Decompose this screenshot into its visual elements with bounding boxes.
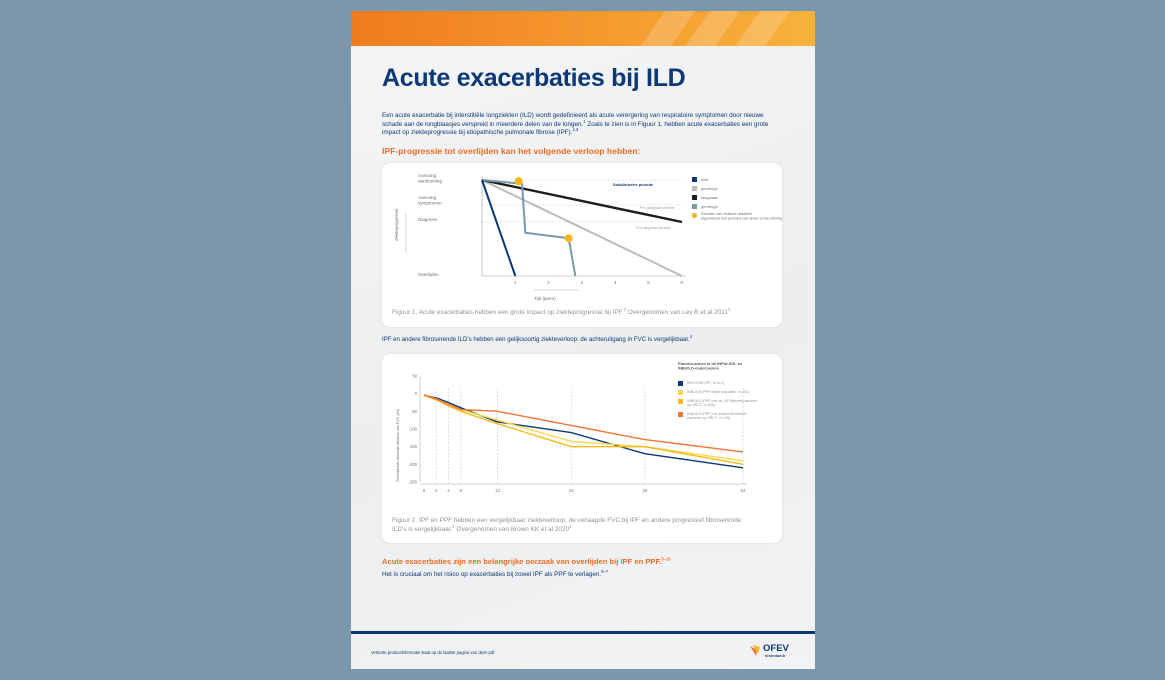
exacerbation-marker	[514, 177, 523, 186]
legend-swatch	[692, 195, 697, 200]
y-stage-label: Overlijden	[418, 272, 439, 277]
y-tick-label: -200	[409, 462, 418, 467]
closing-text: Het is cruciaal om het risico op exacerb…	[382, 568, 609, 578]
x-tick-label: 5	[647, 280, 650, 285]
series-line-langzaam	[481, 178, 683, 224]
legend-label: gemengd	[701, 204, 718, 209]
document-page: Acute exacerbaties bij ILD Een acute exa…	[351, 11, 815, 669]
legend-swatch	[692, 186, 697, 191]
header-band	[351, 11, 815, 46]
legend-swatch	[678, 412, 683, 417]
y-tick-label: 0	[415, 391, 418, 396]
legend-label: gemengd	[701, 186, 718, 191]
y-tick-label: -100	[409, 427, 418, 432]
x-tick-label: 12	[495, 488, 500, 493]
period-label-prediagnosis: Pre-diagnose periode	[640, 206, 674, 210]
x-tick-label: 2	[435, 488, 438, 493]
x-tick-label: 6	[681, 280, 684, 285]
x-tick-label: 24	[569, 488, 574, 493]
y-tick-label: -50	[411, 409, 418, 414]
figure-2-caption: Figuur 2. IPF en PPF hebben een vergelij…	[392, 517, 742, 533]
legend-swatch	[692, 204, 697, 209]
ofev-logo: OFEV nintedanib	[749, 642, 791, 662]
series-line	[423, 394, 744, 466]
series-line	[423, 394, 744, 453]
exacerbation-marker	[564, 234, 573, 243]
y-axis-label: Gemiddelde absolute afname van FVC (ml)	[396, 408, 400, 482]
figure-1-chart: AanvangaandoeningAanvangsymptomenDiagnos…	[394, 173, 782, 301]
series-line-gemengd	[481, 179, 577, 277]
legend-swatch	[692, 177, 697, 182]
legend-label: INBUILD (PPF totale populatie, n=331)	[687, 390, 749, 394]
legend-label: langzaam	[701, 195, 719, 200]
x-tick-label: 6	[460, 488, 463, 493]
section-heading-mortality: Acute exacerbaties zijn een belangrijke …	[382, 556, 671, 566]
y-tick-label: -250	[409, 480, 418, 485]
y-stage-label: Aanvang	[418, 173, 437, 178]
series-line-gemengd	[481, 179, 683, 277]
y-axis-label: Ziekteprogressie	[394, 208, 399, 241]
figure-1-caption: Figuur 1. Acute exacerbaties hebben een …	[392, 306, 731, 316]
legend-label: snel	[701, 177, 708, 182]
x-tick-label: 0	[423, 488, 426, 493]
logo-mark-icon	[750, 645, 760, 656]
x-tick-label: 36	[642, 488, 647, 493]
footer-divider	[351, 631, 815, 634]
section-heading-progression: IPF-progressie tot overlijden kan het vo…	[382, 146, 641, 156]
figure-1-card: Aanvang aandoening Aanvang symptomen Diagnos…	[382, 163, 782, 327]
x-tick-label: 4	[614, 280, 617, 285]
legend-swatch	[691, 212, 698, 219]
x-tick-label: 2	[547, 280, 550, 285]
section-heading-fvc: IPF en andere fibroserende ILD’s hebben …	[382, 333, 693, 343]
x-tick-label: 4	[447, 488, 450, 493]
logo-subtext: nintedanib	[765, 654, 786, 658]
y-stage-label: symptomen	[418, 201, 442, 206]
period-label-prediagnosis: Pre-diagnose periode	[636, 226, 670, 230]
series-line-snel	[481, 179, 517, 277]
y-stage-label: aandoening	[418, 179, 442, 184]
x-tick-label: 52	[741, 488, 746, 493]
y-stage-label: Aanvang	[418, 195, 437, 200]
legend-label: INPULSIS (IPF, n=417)	[687, 381, 724, 385]
legend-title: Placebo-armen in de INPULSIS- en INBUILD-…	[678, 361, 743, 371]
page-title: Acute exacerbaties bij ILD	[382, 64, 686, 92]
intro-paragraph: Een acute exacerbatie bij interstitiële …	[382, 112, 769, 137]
legend-label: Perioden van relatieve stabiliteit afgewi…	[701, 212, 782, 220]
y-tick-label: 50	[412, 374, 417, 379]
legend-swatch	[678, 390, 683, 395]
x-axis-label: Tijd (jaren)	[534, 296, 556, 301]
x-tick-label: 1	[514, 280, 517, 285]
legend-label: INBUILD (PPF met op UIP lijkende patrone…	[687, 399, 758, 407]
legend-label: INBUILD (PPF met andere fibrotische patro…	[687, 412, 747, 420]
figure-2-card: 50 0 -50 -100 -150 -200 -250 0 2 4 6 12 24 36 52 Gemidd…	[382, 354, 782, 543]
x-tick-label: 3	[581, 280, 584, 285]
footer-note: Verkorte productinformatie staat op de l…	[371, 650, 495, 655]
logo-text: OFEV	[763, 643, 789, 654]
legend-swatch	[678, 399, 683, 404]
y-stage-label: Diagnose	[418, 217, 438, 222]
period-label-subclinical: Subklinische periode	[613, 182, 654, 187]
legend-swatch	[678, 381, 683, 386]
y-tick-label: -150	[409, 444, 418, 449]
